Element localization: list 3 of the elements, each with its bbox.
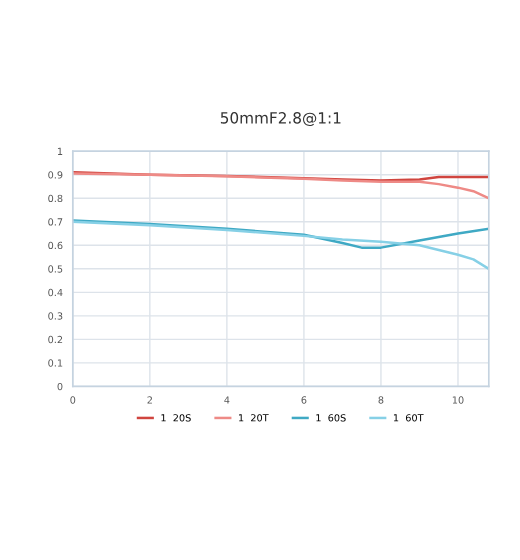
- line-series: [72, 220, 489, 271]
- line-series: [72, 219, 489, 249]
- line-series: [72, 172, 489, 200]
